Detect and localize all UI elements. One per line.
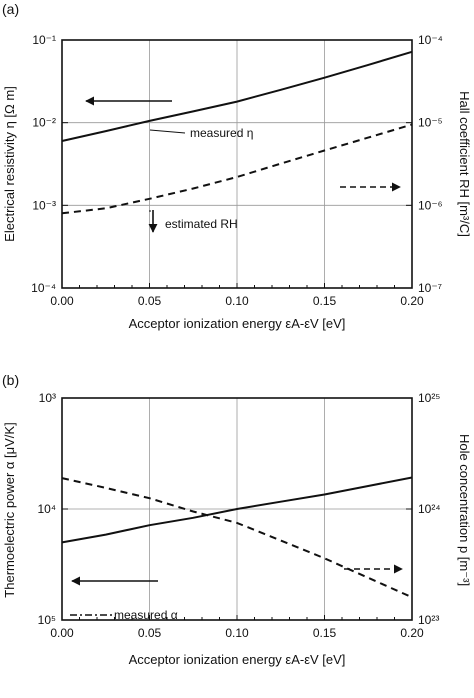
panel-a-right-tick-labels: 10⁻⁷ 10⁻⁶ 10⁻⁵ 10⁻⁴ [418,33,443,295]
x-tick-label: 0.00 [50,294,74,308]
panel-a-estimated-annotation: estimated RH [165,217,238,231]
right-tick-label: 10⁻⁴ [418,33,443,47]
panel-a-y-axis-label: Electrical resistivity η [Ω m] [2,86,17,242]
x-tick-label: 0.15 [313,294,337,308]
panel-b-left-tick-labels: 10⁵ 10⁴ 10³ [37,391,56,627]
x-tick-label: 0.05 [138,626,162,640]
panel-a-x-tick-labels: 0.00 0.05 0.10 0.15 0.20 [50,294,424,308]
panel-b-label: (b) [2,372,19,388]
left-tick-label: 10⁻¹ [32,33,56,47]
panel-a-label: (a) [2,1,19,17]
panel-a-grid [62,40,412,288]
left-tick-label: 10³ [39,391,56,405]
series-line-dashed-right [61,477,413,599]
series-line-dashed-right [61,123,413,215]
panel-b-right-axis-label: Hole concentration p [m⁻³] [457,434,472,586]
x-tick-label: 0.20 [400,626,424,640]
panel-a-left-tick-labels: 10⁻⁴ 10⁻³ 10⁻² 10⁻¹ [31,33,56,295]
x-tick-label: 0.05 [138,294,162,308]
x-tick-label: 0.00 [50,626,74,640]
x-tick-label: 0.15 [313,626,337,640]
panel-a-measured-leader [149,129,186,134]
panel-b-series [61,476,413,599]
panel-b-x-tick-labels: 0.00 0.05 0.10 0.15 0.20 [50,626,424,640]
x-tick-label: 0.20 [400,294,424,308]
left-tick-label: 10⁴ [37,502,56,516]
right-tick-label: 10²³ [418,613,439,627]
panel-a-x-axis-label: Acceptor ionization energy εA-εV [eV] [129,316,346,331]
panel-b-x-axis-label: Acceptor ionization energy εA-εV [eV] [129,652,346,667]
right-tick-label: 10⁻⁵ [418,116,443,130]
panel-a-right-axis-label: Hall coefficient RH [m³/C] [457,91,472,237]
panel-a: (a) 0.00 0.05 0.10 0.15 0.20 10⁻⁴10⁻³10⁻²10⁻… [2,1,472,331]
right-tick-label: 10²⁴ [418,502,441,516]
panel-b-measured-annotation: measured α [114,608,178,622]
x-tick-label: 0.10 [225,294,249,308]
right-tick-label: 10⁻⁶ [418,198,443,212]
left-tick-label: 10⁻³ [32,198,56,212]
left-tick-label: 10⁵ [38,613,56,627]
right-tick-label: 10²⁵ [418,391,440,405]
panel-b-y-axis-label: Thermoelectric power α [μV/K] [2,422,17,597]
series-line-solid-left [61,50,413,142]
series-line-solid-left [61,476,413,544]
left-tick-label: 10⁻⁴ [31,281,56,295]
panel-a-measured-annotation: measured η [190,126,253,140]
panel-b-plot-frame [61,397,413,621]
panel-a-plot-frame [61,39,413,289]
left-tick-label: 10⁻² [32,116,56,130]
x-tick-label: 0.10 [225,626,249,640]
panel-a-series [61,50,413,215]
panel-b-right-tick-labels: 10²³ 10²⁴ 10²⁵ [418,391,441,627]
right-tick-label: 10⁻⁷ [418,281,442,295]
